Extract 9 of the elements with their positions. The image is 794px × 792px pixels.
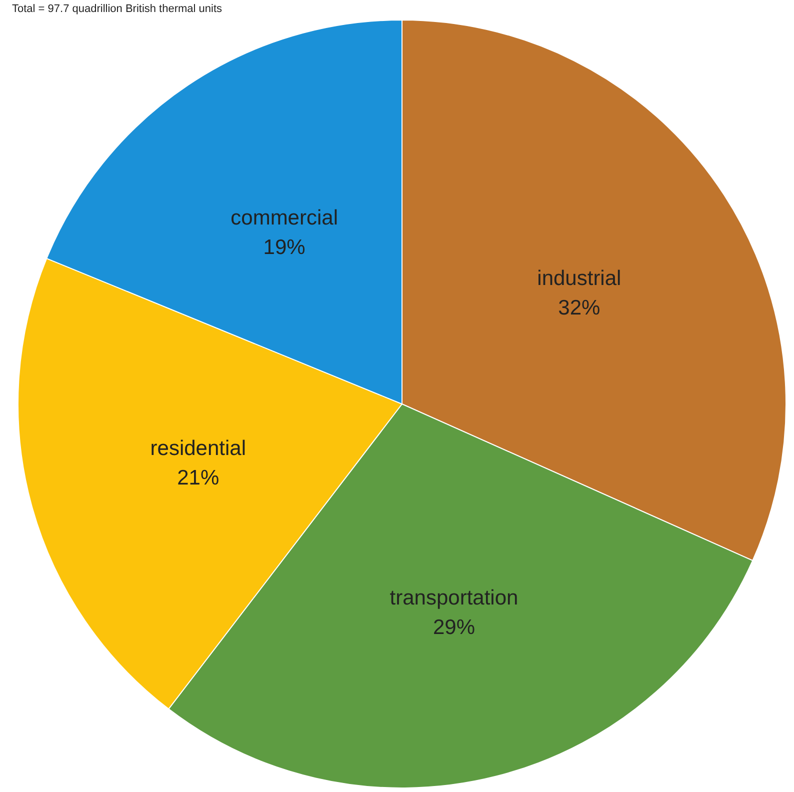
- slice-label: residential: [150, 436, 246, 460]
- data-label: 32%: [558, 296, 600, 320]
- slice-label: industrial: [537, 266, 622, 290]
- slice-label: transportation: [390, 586, 518, 610]
- data-label: 19%: [263, 236, 306, 259]
- data-label: 21%: [177, 466, 220, 490]
- slice-label: commercial: [230, 206, 338, 230]
- chart-subtitle: Total = 97.7 quadrillion British thermal units: [12, 3, 223, 15]
- data-label: 29%: [433, 616, 476, 639]
